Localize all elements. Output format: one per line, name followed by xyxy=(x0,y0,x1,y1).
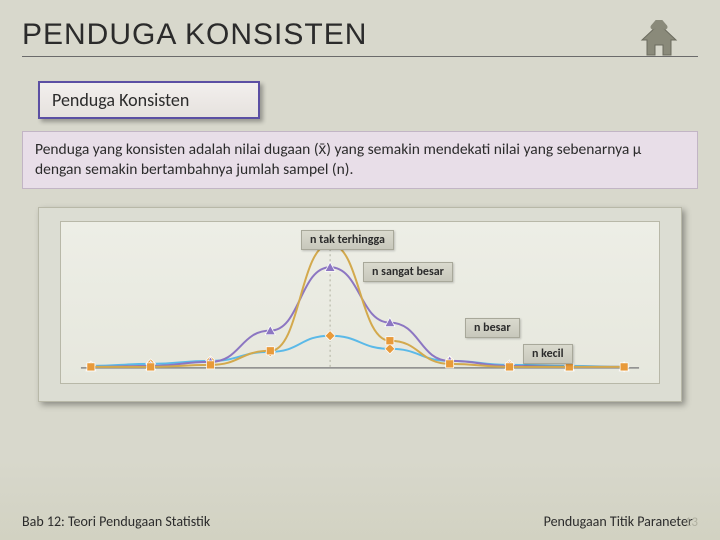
label-n-besar: n besar xyxy=(465,318,520,338)
page-number: 13 xyxy=(685,515,698,530)
chart-frame: n tak terhingga n sangat besar n besar n… xyxy=(38,207,682,402)
label-n-tak-terhingga: n tak terhingga xyxy=(301,230,394,250)
title-underline xyxy=(22,56,698,57)
footer-left: Bab 12: Teori Pendugaan Statistik xyxy=(22,513,210,530)
definition-box: Penduga yang konsisten adalah nilai duga… xyxy=(22,131,698,189)
label-n-kecil: n kecil xyxy=(523,344,573,364)
page-title: PENDUGA KONSISTEN xyxy=(22,18,698,52)
label-n-sangat-besar: n sangat besar xyxy=(363,262,453,282)
footer-right: Pendugaan Titik Paraneter13 xyxy=(544,513,698,530)
home-icon[interactable] xyxy=(638,20,680,60)
footer: Bab 12: Teori Pendugaan Statistik Pendug… xyxy=(22,513,698,530)
subtitle-box: Penduga Konsisten xyxy=(38,81,260,119)
chart-plot-area: n tak terhingga n sangat besar n besar n… xyxy=(60,221,660,384)
